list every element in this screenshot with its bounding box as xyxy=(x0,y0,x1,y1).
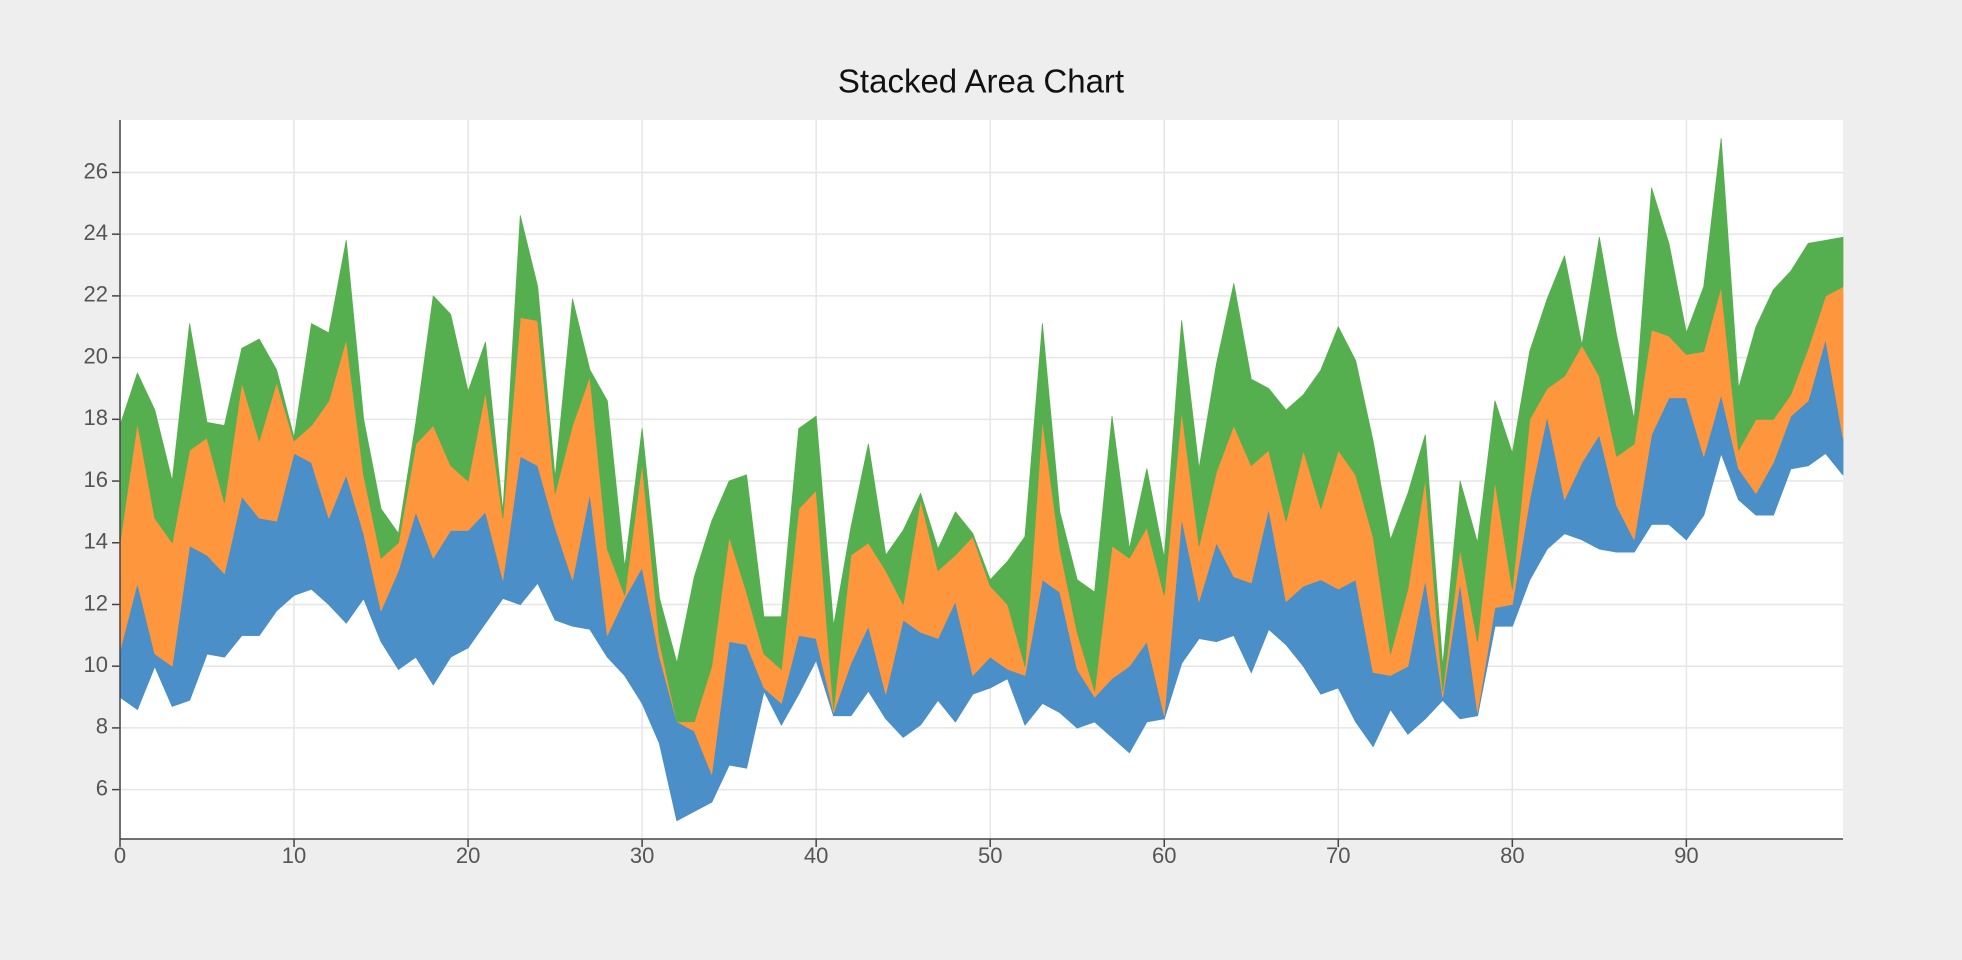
x-tick-label: 30 xyxy=(630,843,654,868)
x-tick-label: 50 xyxy=(978,843,1002,868)
x-tick-label: 40 xyxy=(804,843,828,868)
x-tick-label: 20 xyxy=(456,843,480,868)
y-tick-label: 26 xyxy=(84,158,108,183)
y-tick-label: 24 xyxy=(84,220,108,245)
y-tick-label: 6 xyxy=(96,775,108,800)
baseline-edge xyxy=(119,451,1844,822)
x-tick-label: 80 xyxy=(1500,843,1524,868)
x-tick-label: 10 xyxy=(282,843,306,868)
y-tick-label: 14 xyxy=(84,529,108,554)
x-tick-label: 90 xyxy=(1674,843,1698,868)
y-tick-label: 8 xyxy=(96,714,108,739)
y-tick-label: 22 xyxy=(84,282,108,307)
chart-title: Stacked Area Chart xyxy=(838,63,1124,100)
x-tick-label: 0 xyxy=(114,843,126,868)
area xyxy=(119,138,1844,723)
y-tick-label: 16 xyxy=(84,467,108,492)
y-tick-label: 18 xyxy=(84,405,108,430)
y-tick-label: 12 xyxy=(84,590,108,615)
x-tick-label: 70 xyxy=(1326,843,1350,868)
y-tick-label: 10 xyxy=(84,652,108,677)
y-tick-label: 20 xyxy=(84,343,108,368)
x-tick-label: 60 xyxy=(1152,843,1176,868)
